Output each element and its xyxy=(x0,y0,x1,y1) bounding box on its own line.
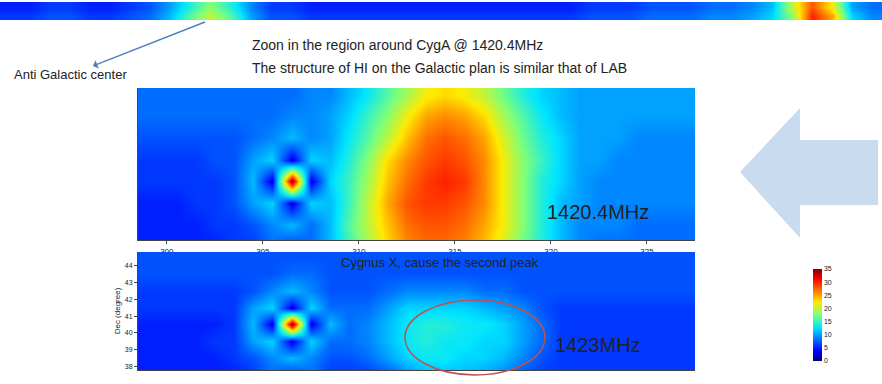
svg-text:38: 38 xyxy=(125,363,133,370)
svg-text:Anti Galactic center: Anti Galactic center xyxy=(14,67,127,82)
svg-text:Zoon in the region around CygA: Zoon in the region around CygA @ 1420.4M… xyxy=(252,37,543,53)
svg-text:1420.4MHz: 1420.4MHz xyxy=(547,201,649,223)
svg-text:305: 305 xyxy=(256,247,270,256)
svg-text:320: 320 xyxy=(544,247,558,256)
svg-text:The structure of HI on the Gal: The structure of HI on the Galactic plan… xyxy=(252,60,627,76)
svg-text:0: 0 xyxy=(824,357,828,364)
svg-text:20: 20 xyxy=(824,305,832,312)
svg-text:Dec (degree): Dec (degree) xyxy=(113,287,122,334)
svg-text:42: 42 xyxy=(125,296,133,303)
svg-text:40: 40 xyxy=(125,329,133,336)
svg-text:30: 30 xyxy=(824,279,832,286)
svg-text:43: 43 xyxy=(125,279,133,286)
svg-text:1423MHz: 1423MHz xyxy=(555,334,641,356)
svg-text:35: 35 xyxy=(824,265,832,272)
svg-text:44: 44 xyxy=(125,262,133,269)
svg-text:15: 15 xyxy=(824,318,832,325)
svg-text:325: 325 xyxy=(640,247,654,256)
svg-text:Cygnus X, cause the second pea: Cygnus X, cause the second peak xyxy=(341,255,539,270)
svg-text:300: 300 xyxy=(160,247,174,256)
svg-text:39: 39 xyxy=(125,346,133,353)
svg-text:315: 315 xyxy=(448,247,462,256)
svg-text:310: 310 xyxy=(352,247,366,256)
svg-text:5: 5 xyxy=(824,344,828,351)
svg-text:25: 25 xyxy=(824,292,832,299)
svg-text:41: 41 xyxy=(125,313,133,320)
svg-text:10: 10 xyxy=(824,331,832,338)
